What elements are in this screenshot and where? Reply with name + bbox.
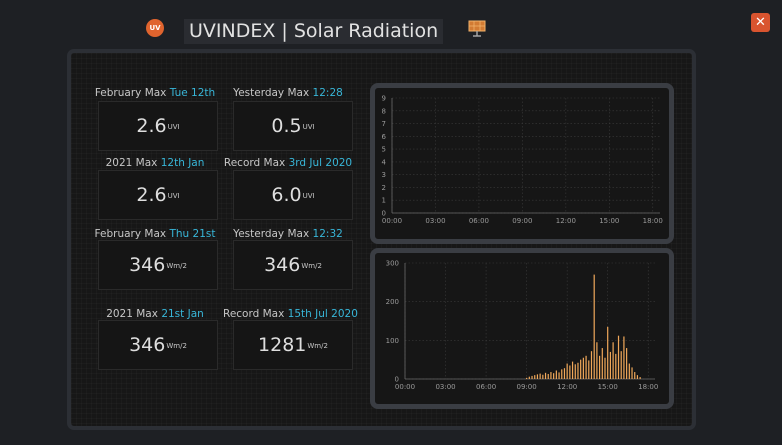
data-bar xyxy=(585,355,587,379)
data-bar xyxy=(620,351,622,379)
data-bar xyxy=(571,361,574,379)
data-bar xyxy=(590,351,593,379)
stat-label: 2021 Max 12th Jan xyxy=(105,157,205,169)
x-tick-label: 09:00 xyxy=(517,383,537,391)
stat-label: Record Max 3rd Jul 2020 xyxy=(223,157,353,169)
x-tick-label: 18:00 xyxy=(643,217,663,225)
data-bar xyxy=(636,375,639,379)
data-bar xyxy=(582,357,584,379)
y-tick-label: 300 xyxy=(386,260,399,268)
stat-label: Yesterday Max 12:32 xyxy=(233,228,343,240)
stat-label: Yesterday Max 12:28 xyxy=(233,87,343,99)
stat-label: Record Max 15th Jul 2020 xyxy=(223,308,358,320)
data-bar xyxy=(566,363,568,379)
data-bar xyxy=(607,326,609,379)
data-bar xyxy=(631,367,633,379)
data-bar xyxy=(588,360,590,379)
y-tick-label: 7 xyxy=(382,120,386,128)
data-bar xyxy=(544,372,547,379)
stat-value-box: 6.0 UVI xyxy=(233,170,353,220)
y-tick-label: 9 xyxy=(382,95,386,103)
x-tick-label: 06:00 xyxy=(476,383,496,391)
uv-chart-panel: 0 1 2 3 4 5 6 7 8 9 00:00 03:00 06:00 09:00 12:00 15:00… xyxy=(370,83,674,244)
stat-value-box: 2.6 UVI xyxy=(98,170,218,220)
data-bar xyxy=(555,370,557,379)
data-bar xyxy=(526,377,528,379)
stat-value-box: 346 Wm/2 xyxy=(98,320,218,370)
data-bar xyxy=(596,342,598,379)
x-tick-label: 06:00 xyxy=(469,217,489,225)
stat-value-box: 0.5 UVI xyxy=(233,101,353,151)
x-tick-label: 15:00 xyxy=(598,383,618,391)
x-tick-label: 03:00 xyxy=(435,383,455,391)
data-bar xyxy=(561,369,563,379)
y-tick-label: 4 xyxy=(382,158,387,166)
uv-index-chart: 0 1 2 3 4 5 6 7 8 9 00:00 03:00 06:00 09:00 12:00 15:00… xyxy=(382,95,663,226)
y-tick-label: 0 xyxy=(395,376,399,384)
data-bar xyxy=(569,365,571,379)
data-bar xyxy=(531,375,533,379)
x-tick-label: 00:00 xyxy=(382,217,402,225)
y-tick-label: 1 xyxy=(382,197,386,205)
stat-label: February Max Thu 21st xyxy=(94,228,216,240)
data-bar xyxy=(553,373,555,379)
stat-label: 2021 Max 21st Jan xyxy=(106,308,204,320)
data-bar xyxy=(542,374,544,379)
y-tick-label: 3 xyxy=(382,171,386,179)
solar-radiation-chart: 0 100 200 300 00:00 03:00 06:00 09:00 12:00 15:00… xyxy=(386,260,659,392)
data-bar xyxy=(563,368,566,379)
data-bar xyxy=(604,357,606,379)
x-tick-label: 03:00 xyxy=(425,217,445,225)
x-tick-label: 18:00 xyxy=(638,383,658,391)
data-bar xyxy=(536,374,539,379)
y-tick-label: 0 xyxy=(382,210,386,218)
data-bar xyxy=(550,372,552,379)
data-bar xyxy=(580,359,582,379)
data-bar xyxy=(547,373,549,379)
y-tick-label: 8 xyxy=(382,107,386,115)
stat-value-box: 346 Wm/2 xyxy=(233,240,353,290)
y-tick-label: 5 xyxy=(382,146,386,154)
data-bar xyxy=(615,353,617,379)
stat-value-box: 2.6 UVI xyxy=(98,101,218,151)
y-tick-label: 6 xyxy=(382,133,387,141)
y-tick-label: 200 xyxy=(386,298,399,306)
stat-value-box: 1281 Wm/2 xyxy=(233,320,353,370)
close-button[interactable]: ✕ xyxy=(751,13,770,32)
data-bar xyxy=(617,335,620,379)
data-bar xyxy=(628,363,630,379)
x-tick-label: 12:00 xyxy=(557,383,577,391)
data-bar xyxy=(598,355,601,379)
stat-value-box: 346 Wm/2 xyxy=(98,240,218,290)
x-tick-label: 15:00 xyxy=(599,217,619,225)
x-tick-label: 00:00 xyxy=(395,383,415,391)
data-bar xyxy=(639,377,641,379)
x-tick-label: 09:00 xyxy=(512,217,532,225)
data-bar xyxy=(574,364,576,379)
data-bar xyxy=(612,342,614,379)
stat-label: February Max Tue 12th xyxy=(94,87,216,99)
data-bar xyxy=(601,348,603,379)
page-title: UVINDEX | Solar Radiation xyxy=(184,19,444,44)
x-tick-label: 12:00 xyxy=(556,217,576,225)
data-bar xyxy=(539,373,541,379)
data-bar xyxy=(558,372,560,379)
data-bar xyxy=(593,274,595,379)
radiation-chart-panel: 0 100 200 300 00:00 03:00 06:00 09:00 12:00 15:00… xyxy=(370,248,674,409)
data-bar xyxy=(528,376,530,379)
uv-logo-badge: UV xyxy=(146,19,164,37)
data-bar xyxy=(623,336,625,379)
y-tick-label: 100 xyxy=(386,337,399,345)
data-bar xyxy=(534,375,536,379)
solar-panel-icon xyxy=(467,20,487,42)
data-bar xyxy=(577,362,579,379)
data-bar xyxy=(626,348,628,379)
data-bar xyxy=(609,351,612,379)
y-tick-label: 2 xyxy=(382,184,386,192)
data-bar xyxy=(634,372,636,379)
